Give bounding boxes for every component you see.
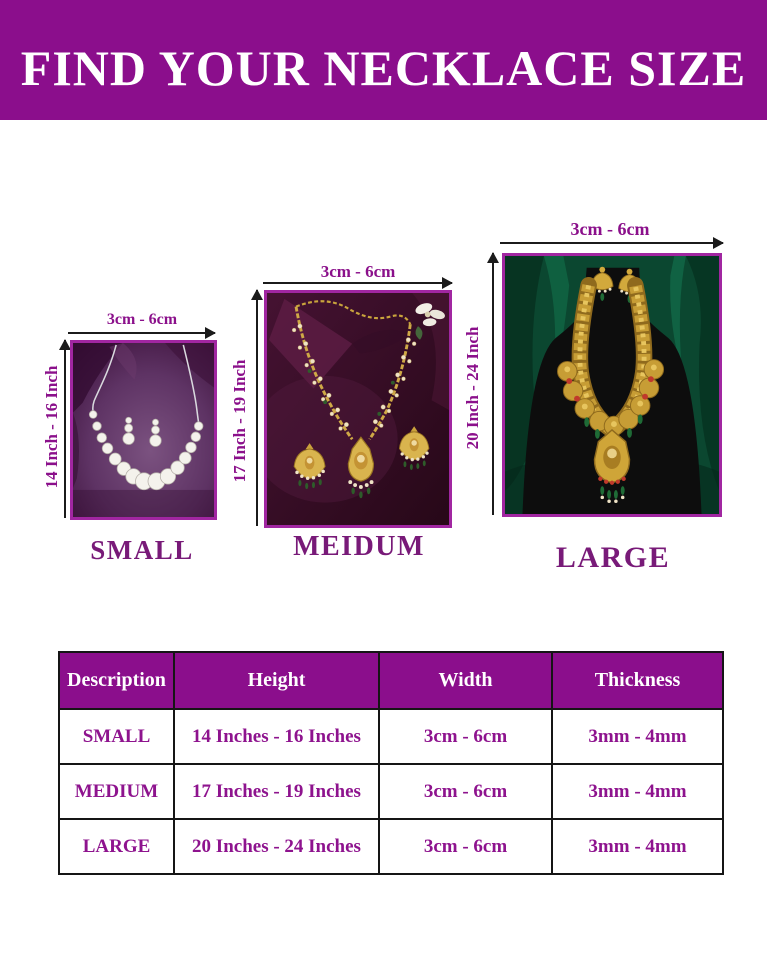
col-header-height: Height bbox=[173, 651, 380, 710]
page-title: FIND YOUR NECKLACE SIZE bbox=[20, 40, 747, 96]
table-cell: 3cm - 6cm bbox=[378, 818, 553, 875]
table-cell: 20 Inches - 24 Inches bbox=[173, 818, 380, 875]
width-range-label: 3cm - 6cm bbox=[320, 262, 396, 281]
col-header-width: Width bbox=[378, 651, 553, 710]
size-chart-table: Description Height Width Thickness SMALL… bbox=[58, 651, 724, 875]
table-cell: 3mm - 4mm bbox=[551, 708, 724, 765]
table-row-medium: MEDIUM 17 Inches - 19 Inches 3cm - 6cm 3… bbox=[58, 763, 724, 820]
width-arrow bbox=[263, 277, 453, 289]
width-range-label: 3cm - 6cm bbox=[106, 311, 178, 328]
height-arrow bbox=[59, 339, 71, 518]
table-cell: 3mm - 4mm bbox=[551, 763, 724, 820]
table-cell: 17 Inches - 19 Inches bbox=[173, 763, 380, 820]
width-range-label: 3cm - 6cm bbox=[570, 219, 650, 239]
table-cell: 14 Inches - 16 Inches bbox=[173, 708, 380, 765]
size-name-label: SMALL bbox=[90, 535, 194, 565]
table-cell: MEDIUM bbox=[58, 763, 175, 820]
width-arrow bbox=[68, 327, 216, 339]
product-image-frame bbox=[502, 253, 722, 517]
table-cell: 3mm - 4mm bbox=[551, 818, 724, 875]
size-name-label: MEIDUM bbox=[293, 531, 425, 562]
height-range-label: 17 Inch - 19 Inch bbox=[230, 359, 249, 483]
height-arrow bbox=[251, 289, 263, 526]
size-name-label: LARGE bbox=[555, 541, 671, 574]
silver-necklace-illustration bbox=[73, 343, 214, 517]
product-image-frame bbox=[264, 290, 452, 528]
product-image-frame bbox=[70, 340, 217, 520]
table-row-small: SMALL 14 Inches - 16 Inches 3cm - 6cm 3m… bbox=[58, 708, 724, 765]
col-header-thickness: Thickness bbox=[551, 651, 724, 710]
height-range-label: 14 Inch - 16 Inch bbox=[42, 365, 61, 489]
height-range-label: 20 Inch - 24 Inch bbox=[463, 326, 482, 450]
table-cell: 3cm - 6cm bbox=[378, 708, 553, 765]
table-header-row: Description Height Width Thickness bbox=[58, 651, 724, 710]
table-cell: SMALL bbox=[58, 708, 175, 765]
width-arrow bbox=[500, 237, 724, 249]
table-cell: LARGE bbox=[58, 818, 175, 875]
gold-pearl-necklace-illustration bbox=[267, 293, 449, 525]
gold-temple-necklace-illustration bbox=[505, 256, 719, 514]
table-row-large: LARGE 20 Inches - 24 Inches 3cm - 6cm 3m… bbox=[58, 818, 724, 875]
height-arrow bbox=[487, 252, 499, 515]
col-header-description: Description bbox=[58, 651, 175, 710]
table-cell: 3cm - 6cm bbox=[378, 763, 553, 820]
header-banner: FIND YOUR NECKLACE SIZE bbox=[0, 0, 767, 120]
